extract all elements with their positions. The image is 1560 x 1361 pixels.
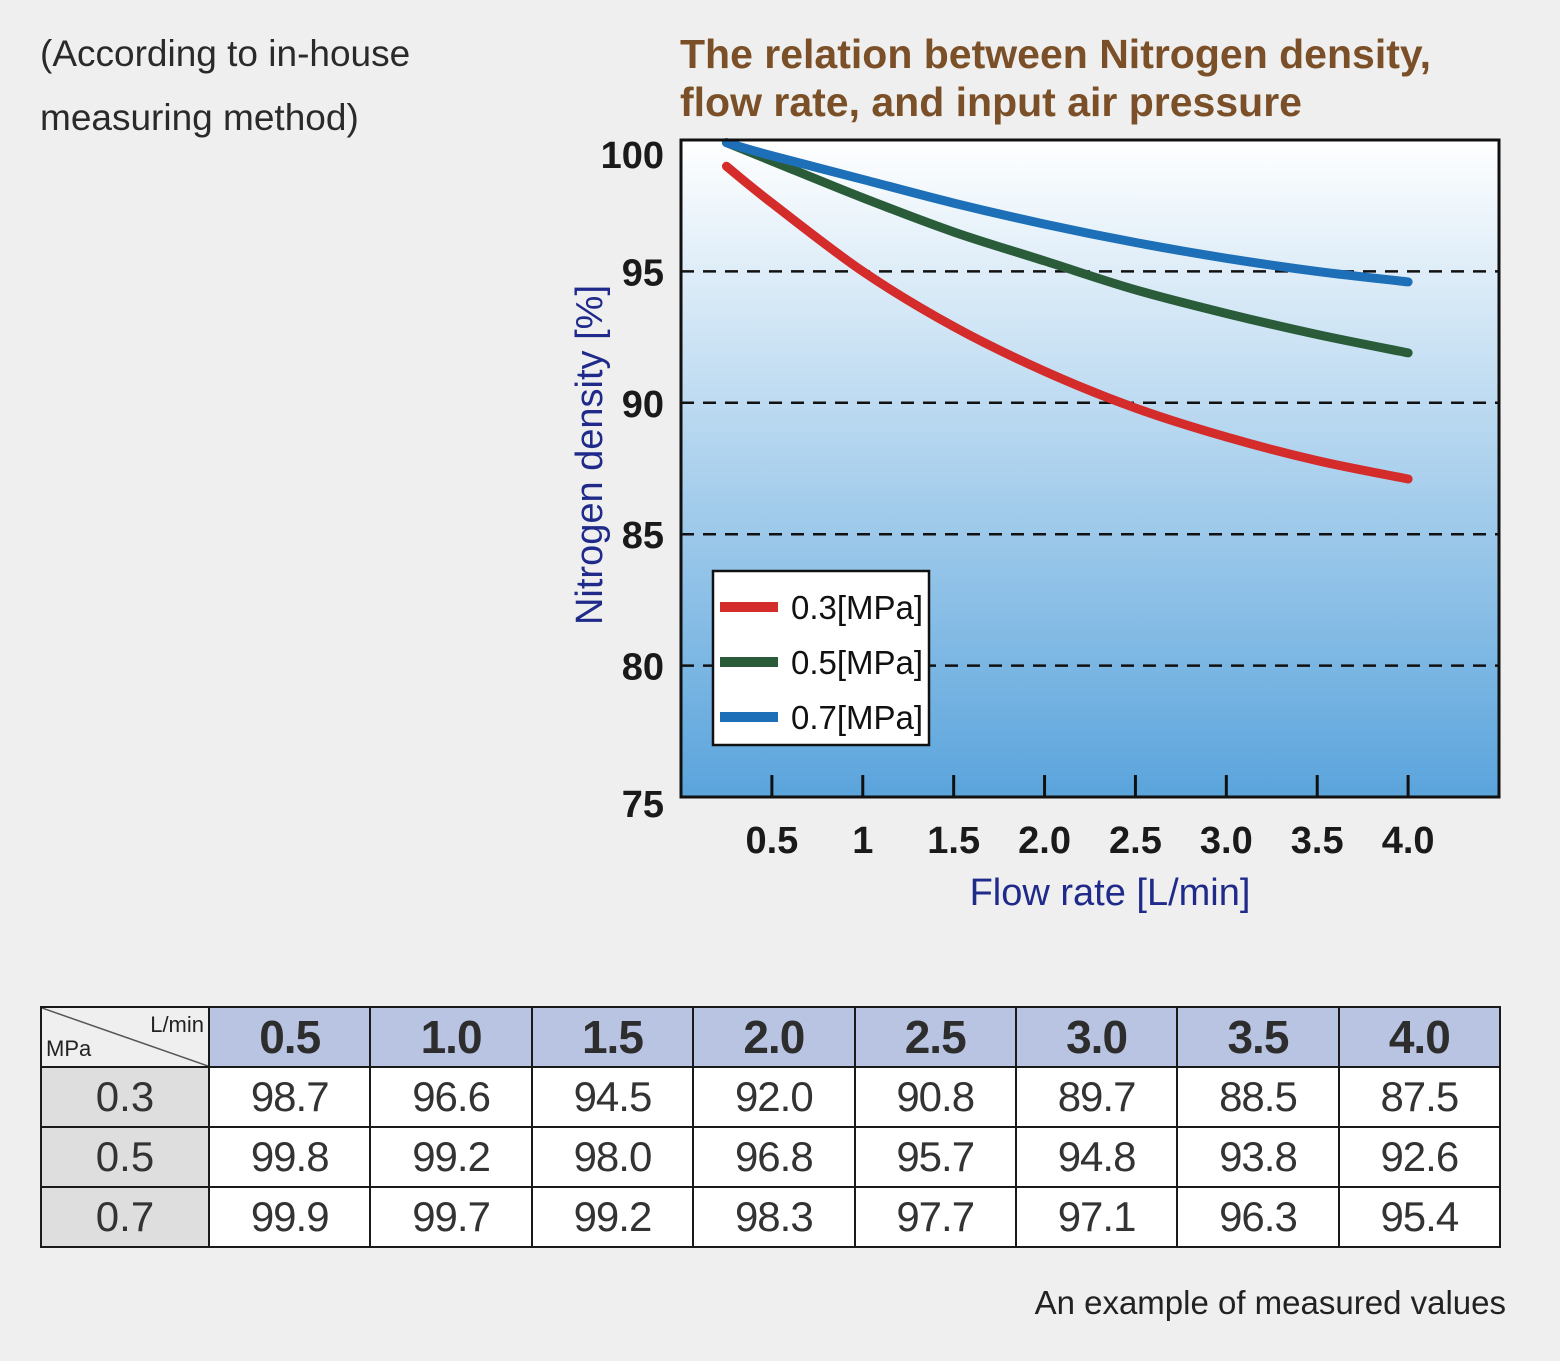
table-cell: 92.6 xyxy=(1337,1126,1502,1188)
table-cell: 98.7 xyxy=(207,1066,372,1128)
y-axis-ticks: 100 95 90 85 80 75 xyxy=(601,135,664,826)
table-header-row: L/min MPa 0.5 1.0 1.5 2.0 2.5 3.0 3.5 4.… xyxy=(40,1006,1502,1068)
note-line-2: measuring method) xyxy=(40,97,359,138)
table-cell: 99.2 xyxy=(369,1126,533,1188)
table-cell: 98.3 xyxy=(692,1186,856,1248)
note-line-1: (According to in-house xyxy=(40,33,411,74)
legend-label: 0.7[MPa] xyxy=(791,699,923,736)
chart-title-line-1: The relation between Nitrogen density, xyxy=(680,31,1432,77)
x-tick-label: 1 xyxy=(852,820,873,862)
x-axis-ticks: 0.5 1 1.5 2.0 2.5 3.0 3.5 4.0 xyxy=(745,775,1435,862)
row-header: 0.3 xyxy=(40,1066,210,1128)
x-tick-label: 3.0 xyxy=(1200,820,1253,862)
corner-unit-pressure: MPa xyxy=(46,1036,92,1061)
y-tick-label: 90 xyxy=(622,384,664,426)
chart-title: The relation between Nitrogen density, f… xyxy=(680,30,1431,126)
legend-label: 0.3[MPa] xyxy=(791,589,923,626)
y-tick-label: 85 xyxy=(622,515,664,557)
measured-values-table: L/min MPa 0.5 1.0 1.5 2.0 2.5 3.0 3.5 4.… xyxy=(40,1006,1502,1248)
table-cell: 97.1 xyxy=(1014,1186,1179,1248)
table-cell: 96.6 xyxy=(369,1066,533,1128)
column-header: 2.0 xyxy=(692,1006,856,1068)
table-row: 0.3 98.7 96.6 94.5 92.0 90.8 89.7 88.5 8… xyxy=(40,1066,1502,1128)
table-cell: 92.0 xyxy=(692,1066,856,1128)
series-line-03MPa xyxy=(721,161,1413,484)
corner-diagonal xyxy=(42,1008,208,1066)
nitrogen-density-chart: 0.5 1 1.5 2.0 2.5 3.0 3.5 4.0 100 95 90 85 80 75 Nit… xyxy=(569,135,1501,914)
table-cell: 90.8 xyxy=(853,1066,1017,1128)
table-cell: 93.8 xyxy=(1176,1126,1340,1188)
y-tick-label: 95 xyxy=(622,252,664,294)
y-tick-label: 80 xyxy=(622,647,664,689)
table-cell: 94.8 xyxy=(1014,1126,1179,1188)
row-header: 0.7 xyxy=(40,1186,210,1248)
table-cell: 89.7 xyxy=(1014,1066,1179,1128)
y-tick-label: 75 xyxy=(622,784,664,826)
legend: 0.3[MPa] 0.5[MPa] 0.7[MPa] xyxy=(711,569,931,747)
legend-label: 0.5[MPa] xyxy=(791,644,923,681)
row-header: 0.5 xyxy=(40,1126,210,1188)
table-cell: 96.8 xyxy=(692,1126,856,1188)
table-cell: 99.7 xyxy=(369,1186,533,1248)
table-cell: 88.5 xyxy=(1176,1066,1340,1128)
x-tick-label: 4.0 xyxy=(1382,820,1435,862)
table-cell: 87.5 xyxy=(1337,1066,1502,1128)
table-cell: 99.9 xyxy=(207,1186,372,1248)
table-row: 0.7 99.9 99.7 99.2 98.3 97.7 97.1 96.3 9… xyxy=(40,1186,1502,1248)
column-header: 2.5 xyxy=(853,1006,1017,1068)
table-cell: 99.2 xyxy=(530,1186,695,1248)
x-axis-label: Flow rate [L/min] xyxy=(970,872,1251,914)
column-header: 0.5 xyxy=(207,1006,372,1068)
table-cell: 99.8 xyxy=(207,1126,372,1188)
x-tick-label: 1.5 xyxy=(927,820,980,862)
table-cell: 96.3 xyxy=(1176,1186,1340,1248)
column-header: 1.5 xyxy=(530,1006,695,1068)
x-tick-label: 0.5 xyxy=(745,820,798,862)
column-header: 4.0 xyxy=(1337,1006,1502,1068)
table-row: 0.5 99.8 99.2 98.0 96.8 95.7 94.8 93.8 9… xyxy=(40,1126,1502,1188)
column-header: 1.0 xyxy=(369,1006,533,1068)
table-corner-cell: L/min MPa xyxy=(40,1006,210,1068)
measurement-note: (According to in-house measuring method) xyxy=(40,22,410,150)
table-cell: 98.0 xyxy=(530,1126,695,1188)
footer-note: An example of measured values xyxy=(1034,1284,1506,1321)
series-lines xyxy=(721,138,1413,484)
table-cell: 95.4 xyxy=(1337,1186,1502,1248)
chart-title-line-2: flow rate, and input air pressure xyxy=(680,79,1302,125)
table-cell: 97.7 xyxy=(853,1186,1017,1248)
column-header: 3.5 xyxy=(1176,1006,1340,1068)
x-tick-label: 2.0 xyxy=(1018,820,1071,862)
x-tick-label: 2.5 xyxy=(1109,820,1162,862)
x-tick-label: 3.5 xyxy=(1291,820,1344,862)
table-cell: 95.7 xyxy=(853,1126,1017,1188)
series-line-07MPa xyxy=(721,138,1413,287)
plot-frame xyxy=(679,138,1501,799)
table-cell: 94.5 xyxy=(530,1066,695,1128)
y-axis-label: Nitrogen density [%] xyxy=(569,285,611,625)
column-header: 3.0 xyxy=(1014,1006,1179,1068)
corner-unit-flow: L/min xyxy=(150,1012,204,1037)
y-tick-label: 100 xyxy=(601,135,664,177)
series-line-05MPa xyxy=(721,138,1413,358)
